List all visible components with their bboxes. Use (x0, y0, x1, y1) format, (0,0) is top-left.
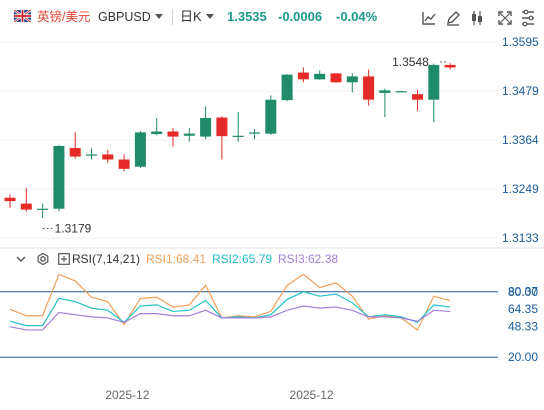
candle (363, 69, 375, 106)
candle (346, 73, 358, 93)
candle-body (216, 117, 228, 137)
rsi-axis-label: 80.37 (508, 284, 538, 298)
candle (167, 128, 179, 147)
candle-body (412, 94, 423, 100)
rsi2-line (9, 291, 451, 327)
price-axis-label: 1.3479 (502, 84, 539, 98)
period-label: 日K (180, 9, 202, 24)
candle-body (363, 76, 375, 100)
collapse-chevron-icon[interactable] (16, 254, 26, 264)
candle (281, 74, 293, 101)
candle-body (297, 72, 309, 80)
candle-body (444, 64, 456, 68)
candle-body (200, 117, 212, 137)
candle (314, 70, 326, 80)
candle-body (4, 197, 16, 202)
rsi-axis-label: 64.35 (508, 302, 538, 316)
line-chart-icon[interactable] (419, 8, 439, 28)
candle (412, 89, 423, 112)
rsi-toolbar: RSI(7,14,21) RSI1:68.41 RSI2:65.79 RSI3:… (0, 249, 544, 269)
candle (265, 95, 277, 135)
rsi-axis-label: 20.00 (508, 350, 538, 364)
period-selector[interactable]: 日K (180, 9, 214, 25)
candle-body (428, 64, 440, 100)
candle (151, 118, 163, 136)
rsi-axis-label: 48.33 (508, 319, 538, 333)
high-annotation: 1.3548 (392, 55, 429, 69)
candle (232, 112, 244, 142)
price-change-percent: -0.04% (336, 9, 378, 24)
top-bar: 英镑/美元 GBPUSD 日K 1.3535 -0.0006 -0.04% (0, 0, 544, 34)
candle-body (183, 133, 195, 136)
candle (69, 132, 81, 159)
price-axis-label: 1.3133 (502, 231, 539, 245)
candle-body (232, 135, 244, 137)
candle-body (265, 99, 277, 134)
candle (4, 194, 16, 208)
current-price: 1.3535 (227, 9, 267, 24)
rsi3-value: RSI3:62.38 (278, 252, 339, 266)
candle-body (102, 154, 114, 160)
candle-body (20, 203, 32, 210)
draw-pen-icon[interactable] (443, 8, 463, 28)
uk-flag-icon (14, 10, 31, 22)
candle-body (37, 208, 49, 210)
date-axis-label: 2025-12 (290, 388, 334, 402)
candle-body (151, 131, 163, 135)
candle (330, 72, 342, 84)
settings-icon[interactable] (518, 8, 538, 28)
candle-body (134, 132, 146, 167)
price-change: -0.0006 (278, 9, 323, 24)
candle (86, 148, 97, 160)
candle-body (249, 132, 260, 134)
candle (444, 63, 456, 70)
candle-body (346, 76, 358, 83)
candle (102, 149, 114, 163)
rsi2-value: RSI2:65.79 (212, 252, 273, 266)
candle (118, 154, 130, 172)
candle (134, 131, 146, 168)
candle (428, 63, 440, 123)
candle (53, 145, 65, 212)
candle (183, 128, 195, 142)
candle-body (69, 148, 81, 157)
price-axis-label: 1.3595 (502, 35, 539, 49)
pair-name: 英镑/美元 (37, 10, 91, 24)
price-axis-label: 1.3249 (502, 182, 539, 196)
price-axis-label: 1.3364 (502, 133, 539, 147)
candle (379, 88, 391, 118)
candle-body (314, 73, 326, 80)
rsi3-line (9, 305, 451, 331)
candle-body (167, 131, 179, 137)
candle (297, 67, 309, 83)
candle (37, 203, 49, 219)
symbol-selector[interactable]: GBPUSD (98, 9, 163, 25)
candle-body (53, 145, 65, 209)
indicator-add-icon[interactable] (58, 253, 70, 265)
candle (395, 90, 407, 93)
chevron-down-icon (154, 14, 163, 20)
divider (172, 9, 173, 25)
candle-body (281, 74, 293, 101)
candle-body (330, 73, 342, 83)
candle (200, 106, 212, 140)
symbol-label: GBPUSD (98, 10, 151, 24)
low-annotation: 1.3179 (55, 221, 92, 235)
rsi-label: RSI(7,14,21) (72, 252, 141, 266)
candle-body (118, 159, 130, 169)
candlestick-icon[interactable] (467, 8, 487, 28)
candle (249, 128, 260, 140)
rsi1-value: RSI1:68.41 (146, 252, 207, 266)
candle (20, 187, 32, 212)
date-axis-label: 2025-12 (105, 388, 149, 402)
candle-body (395, 91, 407, 93)
candle (216, 116, 228, 160)
chevron-down-icon (205, 14, 214, 20)
settings-gear-icon[interactable] (36, 252, 50, 266)
rsi-axis-label: 80.00 (508, 285, 538, 299)
candle-body (86, 154, 97, 156)
candle-body (379, 90, 391, 93)
fullscreen-icon[interactable] (495, 8, 515, 28)
